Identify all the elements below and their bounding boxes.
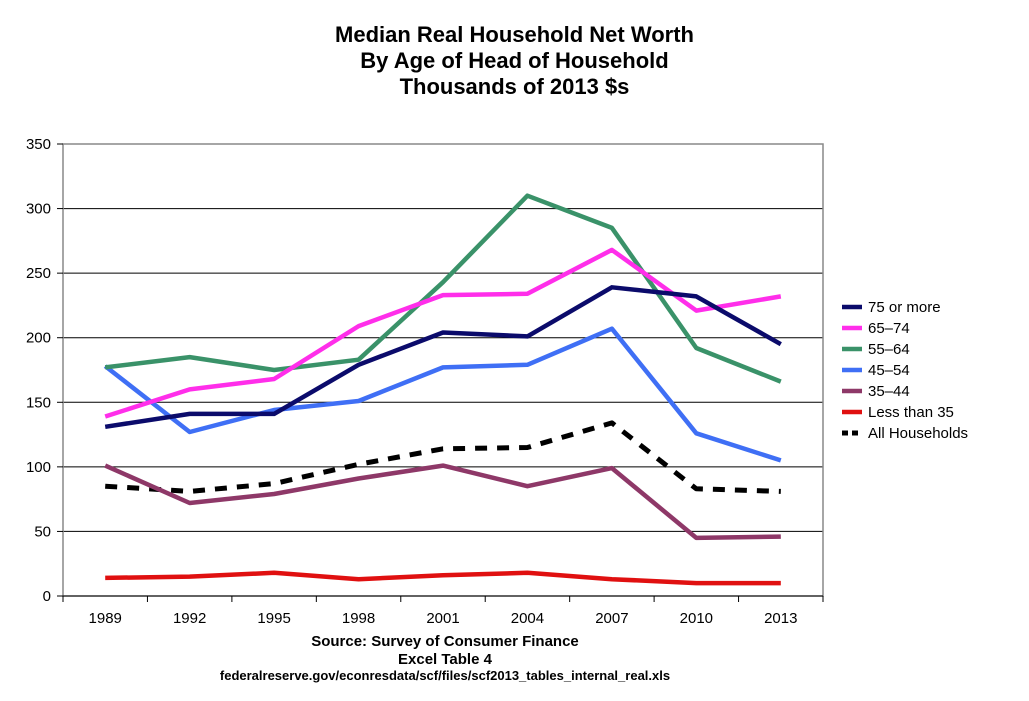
series-line: [104, 247, 782, 419]
y-tick-label: 150: [26, 394, 51, 411]
y-tick-label: 200: [26, 330, 51, 347]
chart-title-line-1: Median Real Household Net Worth: [335, 22, 694, 47]
legend-label: Less than 35: [868, 404, 954, 421]
x-tick-label: 1998: [342, 610, 375, 627]
legend: 75 or more 65–74 55–64 45–54 35–44 Less than …: [842, 299, 968, 442]
series-line: [104, 193, 782, 384]
x-tick-label: 1995: [257, 610, 290, 627]
source-line-3: federalreserve.gov/econresdata/scf/files…: [219, 668, 671, 683]
y-tick-label: 100: [26, 459, 51, 476]
legend-label: All Households: [868, 425, 968, 442]
legend-label: 45–54: [868, 362, 910, 379]
series-line: [105, 420, 781, 494]
x-tick-label: 2007: [595, 610, 628, 627]
legend-label: 35–44: [868, 383, 910, 400]
y-tick-label: 350: [26, 136, 51, 153]
series-line: [104, 285, 782, 430]
x-tick-label: 1992: [173, 610, 206, 627]
legend-label: 55–64: [868, 341, 910, 358]
x-tick-label: 2001: [426, 610, 459, 627]
source-line-2: Excel Table 4: [398, 651, 492, 668]
x-tick-label: 2004: [511, 610, 544, 627]
series-line: [105, 570, 781, 586]
source-line-1: Source: Survey of Consumer Finance: [311, 633, 579, 650]
legend-label: 65–74: [868, 320, 910, 337]
series-lines: [103, 193, 782, 586]
y-tick-label: 250: [26, 265, 51, 282]
series-line: [103, 326, 782, 463]
axes: 0 50 100 150 200 250 300 350 1989 1992 1995 1998 200…: [26, 136, 824, 627]
x-tick-label: 1989: [89, 610, 122, 627]
series-line: [104, 463, 781, 541]
plot-area: [62, 143, 824, 597]
chart-title-line-3: Thousands of 2013 $s: [399, 74, 630, 99]
y-tick-label: 50: [34, 523, 51, 540]
x-tick-label: 2013: [764, 610, 797, 627]
y-tick-label: 0: [43, 588, 51, 605]
gridlines: [63, 143, 823, 532]
x-tick-label: 2010: [680, 610, 713, 627]
legend-label: 75 or more: [868, 299, 941, 316]
y-tick-label: 300: [26, 201, 51, 218]
chart-title-line-2: By Age of Head of Household: [360, 48, 669, 73]
